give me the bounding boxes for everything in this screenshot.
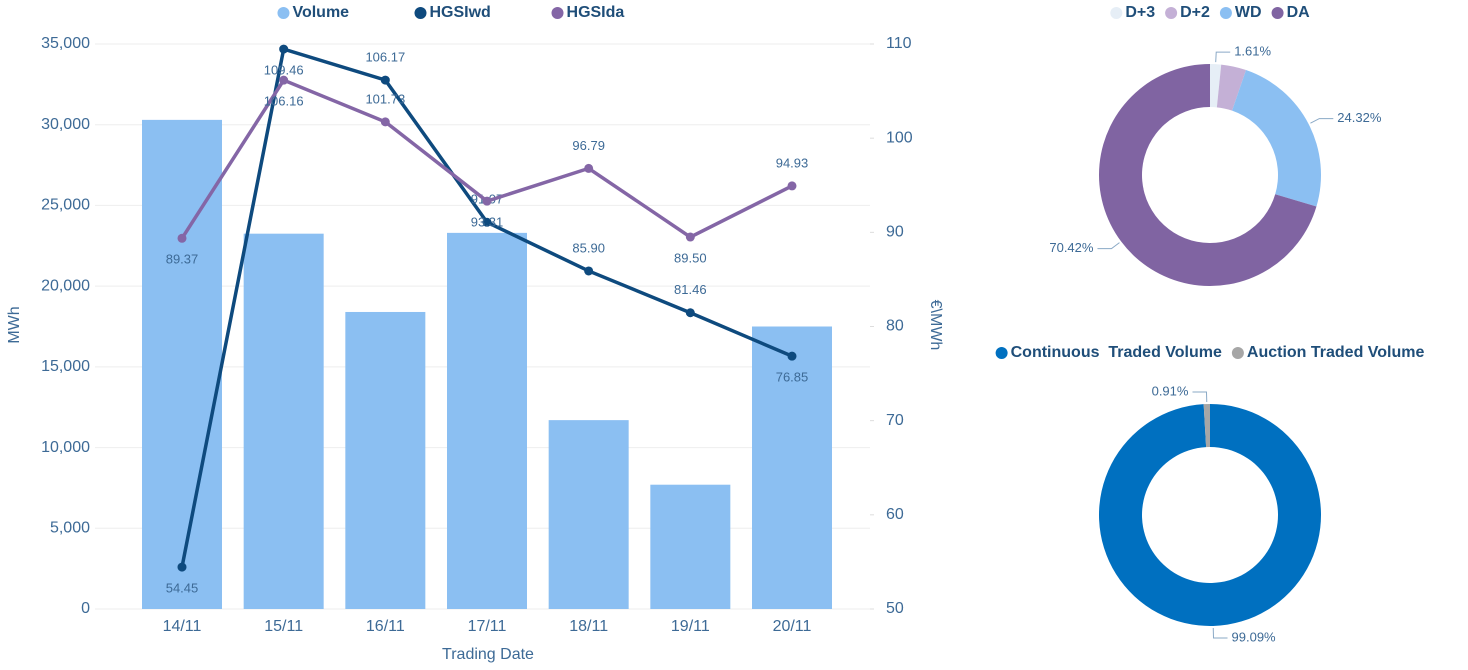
data-label: 106.16: [264, 94, 304, 109]
bar: [548, 420, 629, 609]
legend-label: HGSIda: [567, 4, 625, 21]
data-label: 96.79: [572, 138, 605, 153]
data-label: 89.50: [674, 250, 707, 265]
donut-slice: [1099, 64, 1317, 286]
donut-slice: [1216, 64, 1247, 111]
y-tick-label: 30,000: [41, 116, 90, 133]
data-label: 94.93: [776, 155, 809, 170]
y-tick-label: 25,000: [41, 197, 90, 214]
bar: [650, 484, 731, 609]
point: [482, 196, 492, 206]
x-tick-label: 17/11: [468, 618, 507, 635]
legend-label: Continuous Traded Volume: [1011, 344, 1222, 361]
bar: [447, 232, 527, 609]
donut-slice: [1210, 64, 1222, 108]
x-tick-label: 15/11: [264, 618, 303, 635]
point: [584, 163, 594, 173]
legend-label: D+2: [1180, 4, 1210, 21]
point: [279, 44, 289, 54]
x-axis-title: Trading Date: [442, 646, 534, 663]
y-tick-label: 20,000: [41, 277, 90, 294]
y2-tick-label: 110: [886, 35, 912, 52]
legend-swatch: [1271, 7, 1284, 19]
data-label: 89.37: [166, 252, 199, 267]
legend: Continuous Traded Volume Auction Traded V…: [995, 344, 1425, 361]
data-label: 81.46: [674, 282, 707, 297]
data-label: 99.09%: [1232, 629, 1277, 644]
donut-slice: [1099, 404, 1322, 626]
legend-swatch: [414, 7, 427, 19]
data-label: 101.73: [365, 91, 405, 106]
y2-tick-label: 80: [886, 318, 904, 335]
x-tick-label: 16/11: [366, 618, 405, 635]
legend-label: WD: [1235, 4, 1262, 21]
legend-label: Volume: [292, 4, 349, 21]
data-label: 70.42%: [1049, 240, 1094, 255]
legend-label: DA: [1287, 4, 1311, 21]
data-label: 106.17: [365, 50, 405, 65]
legend-swatch: [1110, 7, 1123, 19]
point: [482, 217, 492, 227]
legend: D+3 D+2 WD DA: [1110, 4, 1310, 21]
legend-swatch: [277, 7, 290, 19]
y-tick-label: 10,000: [41, 439, 90, 456]
y2-tick-label: 90: [886, 224, 904, 241]
point: [787, 351, 797, 361]
point: [787, 181, 797, 191]
y2-axis-title: €\MWh: [927, 300, 944, 351]
data-label: 109.46: [264, 63, 304, 78]
legend-swatch: [551, 7, 564, 19]
x-tick-label: 20/11: [773, 618, 812, 635]
y2-tick-label: 100: [886, 129, 913, 146]
data-label: 85.90: [572, 240, 605, 255]
donut-slice: [1232, 70, 1321, 207]
legend-label: Auction Traded Volume: [1247, 344, 1425, 361]
y-axis-title: MWh: [6, 306, 23, 343]
point: [380, 75, 390, 85]
data-label: 93.31: [471, 215, 504, 230]
point: [584, 266, 594, 276]
legend: Volume HGSIwd HGSIda: [277, 4, 624, 21]
leader-line: [1192, 391, 1208, 403]
donut-slice: [1203, 404, 1210, 448]
x-tick-label: 19/11: [671, 618, 710, 635]
point: [685, 308, 695, 318]
bar: [243, 233, 324, 609]
y-tick-label: 15,000: [41, 358, 90, 375]
data-label: 1.61%: [1234, 44, 1271, 59]
legend-swatch: [1165, 7, 1178, 19]
legend-swatch: [995, 347, 1008, 359]
point: [177, 233, 187, 243]
y-tick-label: 35,000: [41, 35, 90, 52]
leader-line: [1212, 627, 1228, 639]
leader-line: [1215, 51, 1231, 63]
data-label: 76.85: [776, 370, 809, 385]
y2-tick-label: 50: [886, 600, 904, 617]
x-tick-label: 18/11: [569, 618, 608, 635]
bar: [752, 326, 832, 609]
data-label: 24.32%: [1337, 110, 1382, 125]
point: [685, 232, 695, 242]
y2-tick-label: 60: [886, 506, 904, 523]
leader-line: [1097, 242, 1120, 250]
point: [279, 75, 289, 85]
legend-swatch: [1231, 347, 1244, 359]
leader-line: [1310, 118, 1334, 124]
data-label: 54.45: [166, 581, 199, 596]
point: [177, 562, 187, 572]
data-label: 0.91%: [1152, 383, 1189, 398]
bar: [142, 119, 222, 609]
y-tick-label: 0: [81, 600, 90, 617]
legend-label: HGSIwd: [429, 4, 490, 21]
y-tick-label: 5,000: [50, 520, 90, 537]
bar: [345, 311, 426, 609]
x-tick-label: 14/11: [163, 618, 202, 635]
legend-label: D+3: [1125, 4, 1155, 21]
y2-tick-label: 70: [886, 412, 904, 429]
legend-swatch: [1219, 7, 1232, 19]
point: [380, 117, 390, 127]
